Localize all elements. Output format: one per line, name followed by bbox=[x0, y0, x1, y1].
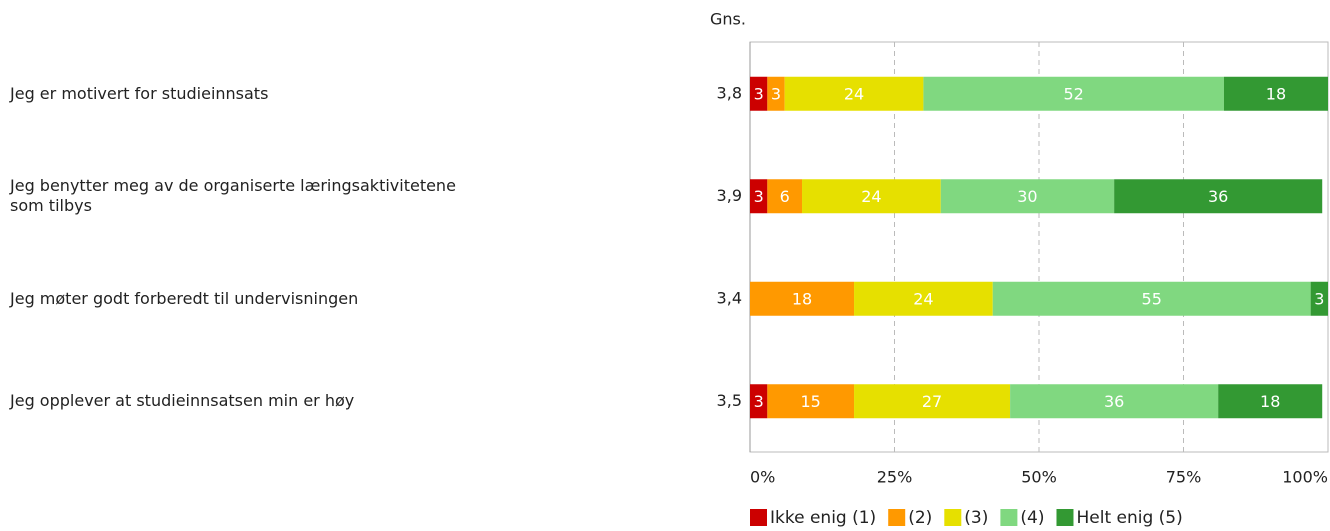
data-label: 18 bbox=[1260, 392, 1280, 411]
bar-segment bbox=[992, 281, 1311, 316]
average-label: 3,5 bbox=[717, 391, 742, 410]
data-label: 27 bbox=[922, 392, 942, 411]
legend-swatch bbox=[750, 509, 767, 526]
legend-swatch bbox=[1000, 509, 1018, 526]
average-label: 3,8 bbox=[717, 83, 742, 102]
data-label: 55 bbox=[1142, 289, 1162, 308]
x-tick-label: 75% bbox=[1166, 468, 1202, 487]
bar-segment bbox=[1223, 76, 1328, 111]
bar-segment bbox=[750, 179, 768, 214]
x-tick-label: 0% bbox=[750, 468, 775, 487]
category-label: Jeg benytter meg av de organiserte lærin… bbox=[10, 176, 456, 216]
bar-segment bbox=[940, 179, 1115, 214]
x-tick-label: 25% bbox=[877, 468, 913, 487]
bar-segment bbox=[750, 384, 768, 419]
legend-label: Ikke enig (1) bbox=[770, 508, 876, 528]
data-label: 30 bbox=[1017, 187, 1037, 206]
data-label: 24 bbox=[913, 289, 933, 308]
bar-segment bbox=[854, 281, 993, 316]
bar-segment bbox=[1114, 179, 1323, 214]
data-label: 3 bbox=[754, 392, 764, 411]
legend-label: (2) bbox=[908, 508, 932, 528]
bar-segment bbox=[767, 179, 803, 214]
x-tick-label: 100% bbox=[1282, 468, 1328, 487]
bar-segment bbox=[767, 384, 855, 419]
data-label: 18 bbox=[792, 289, 812, 308]
data-label: 3 bbox=[754, 84, 764, 103]
x-tick-label: 50% bbox=[1021, 468, 1057, 487]
data-label: 36 bbox=[1208, 187, 1228, 206]
legend-label: Helt enig (5) bbox=[1076, 508, 1182, 528]
bar-segment bbox=[1310, 281, 1328, 316]
bar-segment bbox=[854, 384, 1011, 419]
bar-segment bbox=[784, 76, 924, 111]
bar-segment bbox=[802, 179, 941, 214]
legend-label: (4) bbox=[1020, 508, 1044, 528]
average-title: Gns. bbox=[710, 10, 746, 29]
legend-swatch bbox=[944, 509, 962, 526]
data-label: 18 bbox=[1266, 84, 1286, 103]
data-label: 15 bbox=[801, 392, 821, 411]
data-label: 3 bbox=[771, 84, 781, 103]
data-label: 6 bbox=[780, 187, 790, 206]
average-label: 3,4 bbox=[717, 288, 742, 307]
bar-segment bbox=[750, 76, 768, 111]
data-label: 36 bbox=[1104, 392, 1124, 411]
average-label: 3,9 bbox=[717, 186, 742, 205]
data-label: 24 bbox=[861, 187, 881, 206]
category-label: Jeg opplever at studieinnsatsen min er h… bbox=[10, 391, 355, 411]
bar-segment bbox=[767, 76, 785, 111]
data-label: 24 bbox=[844, 84, 864, 103]
data-label: 3 bbox=[754, 187, 764, 206]
bar-segment bbox=[750, 281, 855, 316]
bar-segment bbox=[923, 76, 1224, 111]
category-label: Jeg er motivert for studieinnsats bbox=[10, 83, 269, 103]
bar-segment bbox=[1218, 384, 1323, 419]
bar-segment bbox=[1010, 384, 1219, 419]
legend-swatch bbox=[888, 509, 906, 526]
legend-label: (3) bbox=[964, 508, 988, 528]
category-label: Jeg møter godt forberedt til undervisnin… bbox=[10, 288, 359, 308]
data-label: 52 bbox=[1064, 84, 1084, 103]
data-label: 3 bbox=[1314, 289, 1324, 308]
legend-swatch bbox=[1056, 509, 1074, 526]
